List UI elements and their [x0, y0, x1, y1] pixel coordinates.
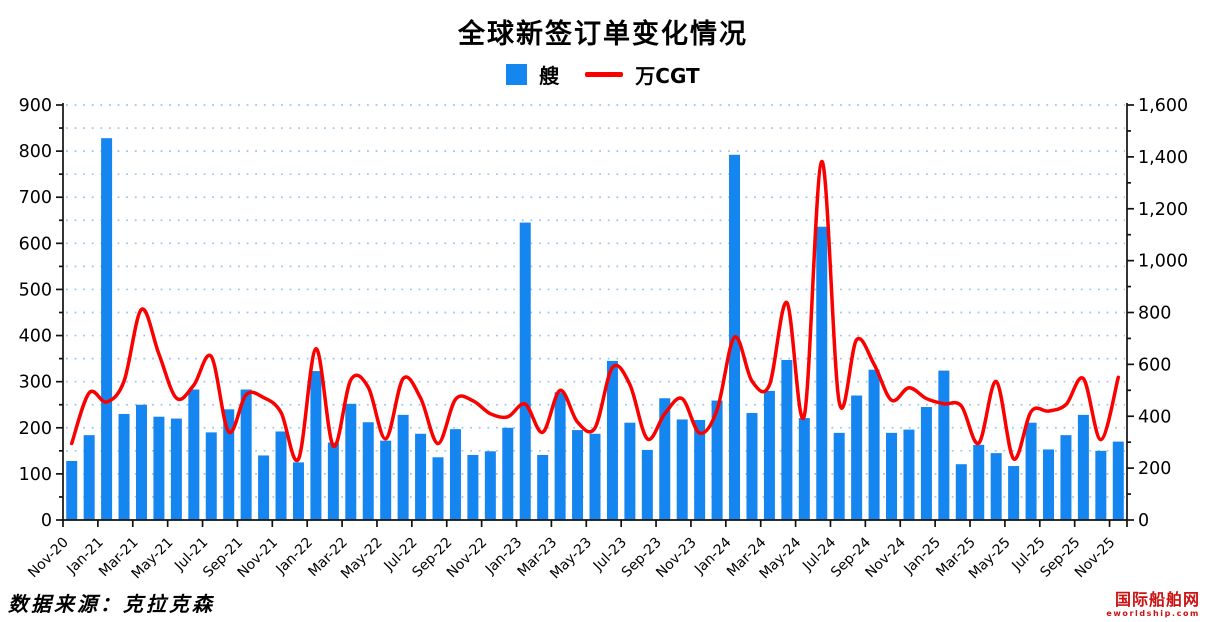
y-right-tick-label: 600 — [1138, 355, 1171, 375]
bar — [519, 222, 531, 521]
bar — [415, 433, 427, 520]
y-axis-right: 0 200 400 600 800 1,000 1,200 1,400 1,600 — [1127, 96, 1188, 531]
bar — [362, 422, 374, 520]
bar — [746, 413, 758, 520]
data-source-note: 数据来源：克拉克森 — [8, 592, 215, 616]
bar — [554, 392, 566, 520]
bar — [135, 404, 147, 520]
x-tick-label: Nov-20 — [25, 535, 72, 582]
bar — [502, 427, 514, 520]
legend-label-ships: 艘 — [539, 64, 560, 88]
bar — [310, 371, 322, 520]
ships-bar-swatch-icon — [506, 64, 528, 85]
y-left-tick-label: 500 — [19, 280, 52, 300]
y-right-tick-label: 1,600 — [1138, 96, 1188, 116]
bar — [833, 432, 845, 520]
y-left-tick-label: 800 — [19, 142, 52, 162]
legend-item-cgt: 万CGT — [585, 60, 700, 89]
bar — [1060, 435, 1072, 520]
y-left-tick-label: 0 — [41, 511, 52, 531]
bar — [606, 360, 618, 520]
y-left-tick-label: 300 — [19, 373, 52, 393]
bar — [659, 398, 671, 520]
y-left-tick-label: 900 — [19, 96, 52, 116]
y-left-tick-label: 400 — [19, 327, 52, 347]
bar — [1112, 441, 1124, 520]
bar — [467, 454, 479, 520]
y-left-tick-label: 600 — [19, 234, 52, 254]
bar — [380, 440, 392, 520]
cgt-line-swatch-icon — [585, 72, 624, 77]
bar — [345, 403, 357, 520]
y-left-tick-label: 200 — [19, 419, 52, 439]
y-right-tick-label: 1,400 — [1138, 148, 1188, 168]
bar — [1043, 449, 1055, 520]
bar — [886, 432, 898, 520]
bar — [292, 462, 304, 520]
bar — [589, 433, 601, 520]
bar — [537, 454, 549, 520]
bar — [1095, 450, 1107, 520]
bar — [397, 414, 409, 520]
y-right-tick-label: 1,200 — [1138, 200, 1188, 220]
bar — [938, 370, 950, 520]
watermark-name: 国际船舶网 — [1114, 590, 1200, 609]
bar — [798, 418, 810, 520]
y-right-tick-label: 400 — [1138, 407, 1171, 427]
bar — [816, 226, 828, 520]
ships-bars — [66, 138, 1124, 521]
watermark-domain: eworldship.com — [1106, 609, 1200, 618]
legend-item-ships: 艘 — [506, 60, 559, 89]
bar — [83, 435, 95, 520]
bar — [275, 431, 287, 520]
bar — [920, 407, 932, 520]
bar — [676, 419, 688, 520]
bar — [170, 418, 182, 520]
x-axis: Nov-20Jan-21Mar-21May-21Jul-21Sep-21Nov-… — [25, 520, 1128, 582]
bar — [1077, 414, 1089, 520]
bar — [781, 359, 793, 520]
bar — [868, 369, 880, 520]
bar — [449, 429, 461, 520]
bar — [711, 400, 723, 520]
cgt-line — [69, 159, 1121, 463]
bar — [66, 460, 78, 520]
bar — [258, 455, 270, 520]
bar — [955, 464, 967, 520]
bar — [973, 444, 985, 520]
bar — [327, 442, 339, 520]
y-right-tick-label: 800 — [1138, 304, 1171, 324]
bar — [763, 390, 775, 520]
bar — [240, 389, 252, 520]
y-right-tick-label: 200 — [1138, 459, 1171, 479]
bar — [903, 429, 915, 520]
bar — [1008, 466, 1020, 520]
bar — [223, 409, 235, 520]
bar — [694, 419, 706, 520]
bar — [990, 453, 1002, 520]
bar — [572, 430, 584, 520]
y-left-tick-label: 700 — [19, 188, 52, 208]
bar — [1025, 422, 1037, 520]
bar — [188, 389, 200, 520]
bar — [101, 138, 113, 520]
bar — [641, 449, 653, 520]
site-watermark: 国际船舶网 eworldship.com — [1106, 592, 1200, 618]
bar — [484, 451, 496, 520]
chart-title: 全球新签订单变化情况 — [458, 19, 748, 50]
y-right-tick-label: 1,000 — [1138, 252, 1188, 272]
bar — [851, 395, 863, 520]
y-right-tick-label: 0 — [1138, 511, 1149, 531]
bar — [432, 457, 444, 520]
y-left-tick-label: 100 — [19, 465, 52, 485]
legend-label-cgt: 万CGT — [635, 64, 700, 88]
bar — [205, 432, 217, 520]
chart-legend: 艘 万CGT — [0, 60, 1206, 89]
bar — [153, 416, 165, 520]
bar — [624, 422, 636, 520]
y-axis-left: 0 100 200 300 400 500 600 700 800 900 — [19, 96, 63, 531]
bar — [118, 413, 130, 520]
